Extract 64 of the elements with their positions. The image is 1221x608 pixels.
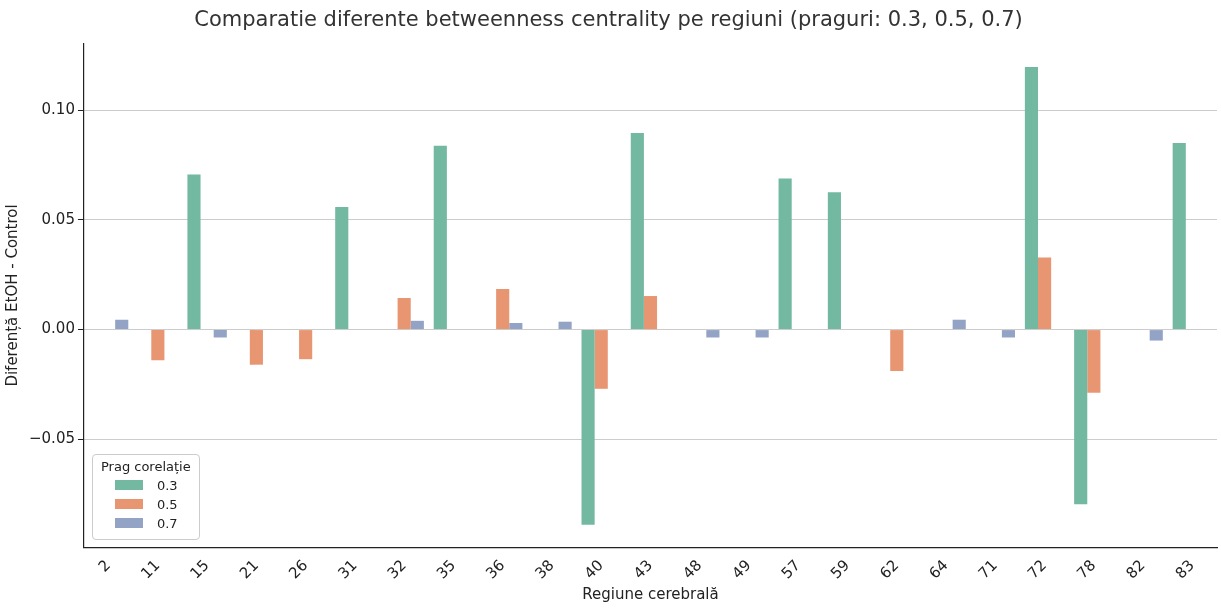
x-tick-label: 64 [925,555,952,583]
bar [706,330,720,338]
bar [496,289,510,330]
bar [187,174,201,330]
bar [335,207,349,330]
bar [397,298,411,330]
bar [890,330,904,372]
legend-label: 0.5 [156,496,178,512]
x-tick-label: 48 [679,555,706,583]
bar [115,319,129,330]
bar [433,145,447,330]
bar [1001,330,1016,338]
x-tick-label: 38 [531,555,558,583]
x-tick-label: 57 [777,555,804,583]
bar [755,330,769,338]
legend-label: 0.7 [156,515,178,531]
x-axis-title: Regiune cerebrală [582,584,719,603]
bar [558,321,572,330]
x-tick-label: 15 [186,555,213,583]
bar [1074,330,1088,505]
x-tick-label: 2 [94,555,115,576]
y-tick-label: 0.00 [41,319,75,338]
x-tick-label: 32 [383,555,410,583]
bar [1087,330,1101,393]
legend-title: Prag corelație [100,458,191,474]
bar [643,296,658,330]
bar [1149,330,1163,341]
x-tick-label: 40 [580,555,607,583]
x-tick-label: 11 [137,555,164,583]
bar [778,178,792,330]
bar [952,319,966,330]
bar [249,330,263,365]
y-tick-label: 0.05 [41,209,75,228]
x-tick-label: 21 [235,555,262,583]
bar [151,330,165,361]
x-tick-label: 31 [334,555,361,583]
bar [827,192,841,330]
legend-label: 0.3 [156,477,178,493]
y-tick-label: −0.05 [29,429,75,448]
x-tick-label: 43 [629,555,657,583]
bar [213,330,227,338]
x-tick-label: 62 [876,555,903,583]
x-tick-label: 59 [826,555,854,583]
x-tick-label: 72 [1023,555,1051,583]
bar [630,133,644,330]
bar [1038,257,1052,330]
x-tick-label: 35 [432,555,460,583]
x-tick-label: 83 [1171,555,1198,583]
x-tick-label: 49 [728,555,755,583]
x-tick-label: 78 [1073,555,1100,583]
x-tick-label: 71 [974,555,1001,583]
bar [1024,66,1039,330]
x-tick-label: 26 [285,555,312,583]
bar [581,330,595,525]
bar [594,330,608,389]
bar [509,323,523,330]
bar [410,320,424,330]
y-tick-label: 0.10 [41,100,75,119]
bar [299,330,313,360]
x-tick-label: 82 [1122,555,1149,583]
chart-title: Comparatie diferente betweenness centrality pe regiuni (praguri: 0.3, 0.5, 0.7) [194,7,1023,32]
y-axis-title: Diferență EtOH - Control [2,204,21,387]
bar [1172,142,1186,330]
x-tick-label: 36 [482,555,509,583]
